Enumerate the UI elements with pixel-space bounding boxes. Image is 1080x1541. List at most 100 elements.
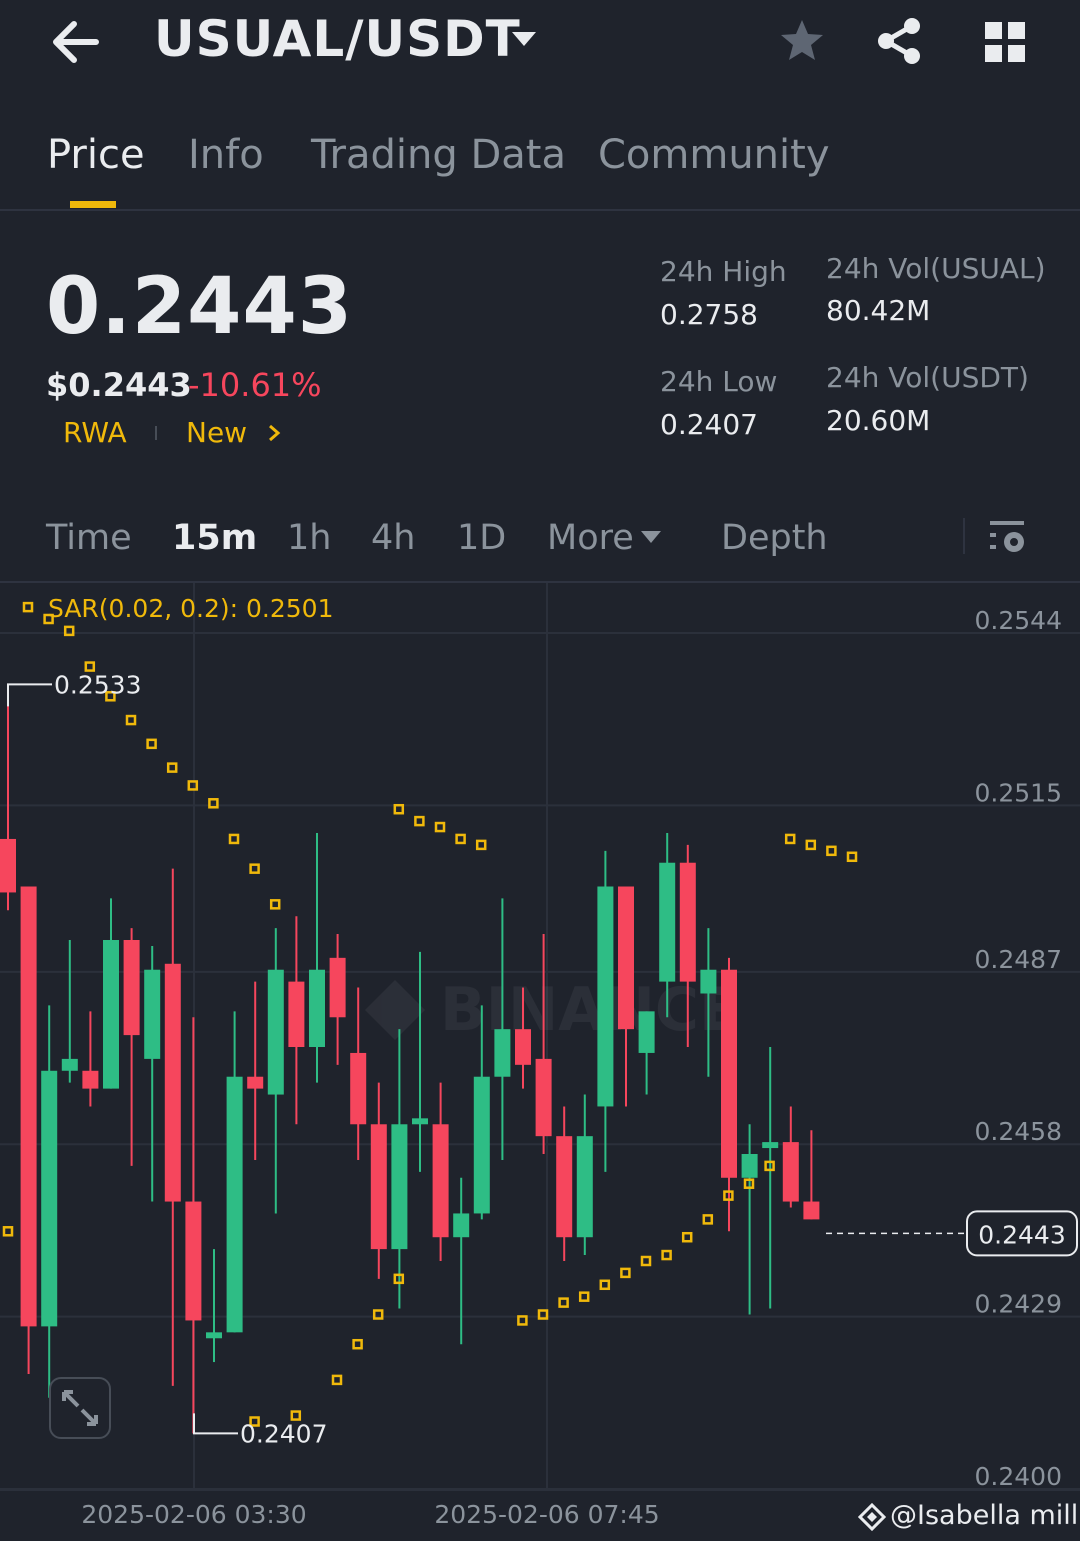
y-tick-label: 0.2400 [975, 1462, 1062, 1491]
sar-dot [434, 821, 446, 833]
tab-trading-data[interactable]: Trading Data [311, 132, 566, 178]
tab-price[interactable]: Price [47, 132, 145, 178]
candlestick-chart[interactable]: BINANCE 0.25440.25150.24870.24580.24290.… [0, 583, 1080, 1541]
chart-settings-icon[interactable] [988, 518, 1028, 556]
interval-1d[interactable]: 1D [457, 518, 507, 558]
interval-divider [0, 581, 1080, 583]
last-price: 0.2443 [46, 262, 353, 352]
star-icon[interactable] [778, 17, 826, 65]
tag-rwa[interactable]: RWA [63, 416, 127, 449]
sar-dot [269, 899, 281, 910]
sar-dot [43, 613, 54, 625]
tag-new[interactable]: New [186, 416, 248, 449]
sar-dots [2, 601, 858, 1427]
sar-dot [475, 839, 487, 851]
fullscreen-button[interactable] [49, 1377, 111, 1439]
candle-body [762, 1142, 779, 1149]
interval-more[interactable]: More [547, 518, 634, 558]
sar-dot [22, 601, 34, 613]
x-tick-label: 2025-02-06 07:45 [434, 1500, 659, 1529]
sar-dot [620, 1267, 631, 1279]
candle-body [412, 1118, 428, 1125]
candle-body [20, 886, 37, 1327]
sar-dot [2, 1226, 14, 1237]
tag-separator [155, 426, 157, 440]
sar-dot [146, 738, 157, 750]
tab-community[interactable]: Community [598, 132, 830, 178]
author-watermark: @Isabella millie [890, 1500, 1080, 1531]
high-label: 24h High [660, 255, 787, 288]
candle-body [535, 1058, 552, 1137]
sar-dot [846, 851, 858, 863]
tabs-divider [0, 209, 1080, 211]
interval-1h[interactable]: 1h [287, 518, 332, 558]
candles [0, 684, 820, 1434]
interval-time[interactable]: Time [46, 518, 132, 558]
candle-body [556, 1136, 573, 1238]
candle-body [61, 1058, 78, 1071]
candle-body [700, 969, 717, 994]
candle-body [267, 969, 284, 1095]
more-caret-icon[interactable] [640, 530, 662, 544]
y-tick-label: 0.2544 [975, 606, 1062, 635]
sar-dot [352, 1338, 363, 1350]
tab-info[interactable]: Info [188, 132, 264, 178]
interval-15m[interactable]: 15m [172, 518, 258, 558]
back-arrow-icon[interactable] [50, 18, 100, 66]
sar-dot [414, 815, 425, 827]
candle-body [494, 1029, 511, 1077]
low-marker-line [193, 1413, 238, 1435]
sar-dot [537, 1309, 549, 1320]
candle-body [123, 940, 140, 1036]
sar-dot [187, 780, 199, 791]
candle-body [144, 969, 161, 1059]
sar-dot [393, 803, 405, 815]
low-marker-label: 0.2407 [240, 1419, 327, 1448]
candle-body [638, 1011, 655, 1053]
y-tick-label: 0.2487 [975, 945, 1062, 974]
sar-dot [723, 1190, 734, 1201]
candle-body [247, 1076, 264, 1089]
sar-dot [455, 833, 466, 845]
sar-dot [805, 839, 817, 851]
high-marker-line [7, 683, 52, 707]
candle-body [329, 957, 346, 1018]
pair-title[interactable]: USUAL/USDT [154, 10, 521, 68]
chevron-right-icon[interactable] [266, 423, 282, 443]
grid-menu-icon[interactable] [983, 20, 1027, 64]
exchange-logo-icon [858, 1503, 886, 1531]
sar-dot [125, 714, 137, 726]
usd-price: $0.2443 [46, 366, 192, 404]
change-percent: -10.61% [188, 366, 322, 404]
last-price-label: 0.2443 [978, 1220, 1065, 1249]
svg-text:BINANCE: BINANCE [440, 975, 740, 1045]
candle-body [82, 1070, 99, 1089]
candle-body [721, 969, 737, 1178]
exchange-watermark-logo: BINANCE [365, 975, 740, 1045]
dropdown-caret-icon[interactable] [510, 30, 538, 48]
interval-depth[interactable]: Depth [721, 518, 828, 558]
sar-dot [63, 625, 75, 637]
candle-body [0, 838, 16, 893]
sar-dot [578, 1291, 590, 1302]
sar-dot [208, 798, 219, 809]
candle-body [391, 1124, 408, 1250]
chart-markers: 0.2533 0.2407 0.2443 [7, 670, 1078, 1448]
vol-base-label: 24h Vol(USUAL) [826, 252, 1046, 285]
interval-4h[interactable]: 4h [371, 518, 416, 558]
sar-dot [249, 863, 260, 874]
sar-dot [558, 1297, 569, 1308]
sar-dot [826, 845, 837, 857]
vol-base-value: 80.42M [826, 294, 931, 327]
sar-dot [599, 1279, 611, 1291]
share-icon[interactable] [874, 16, 924, 66]
chart-axis: 0.2544 0.2515 0.2487 0.2458 0.2429 0.2400 2025… [81, 606, 1062, 1529]
candle-body [473, 1076, 490, 1214]
candle-body [432, 1124, 449, 1238]
candle-body [103, 940, 119, 1089]
sar-dot [84, 661, 96, 672]
last-price-box [966, 1210, 1078, 1257]
x-tick-label: 2025-02-06 03:30 [81, 1500, 306, 1529]
high-value: 0.2758 [660, 298, 758, 331]
expand-icon [62, 1390, 98, 1426]
